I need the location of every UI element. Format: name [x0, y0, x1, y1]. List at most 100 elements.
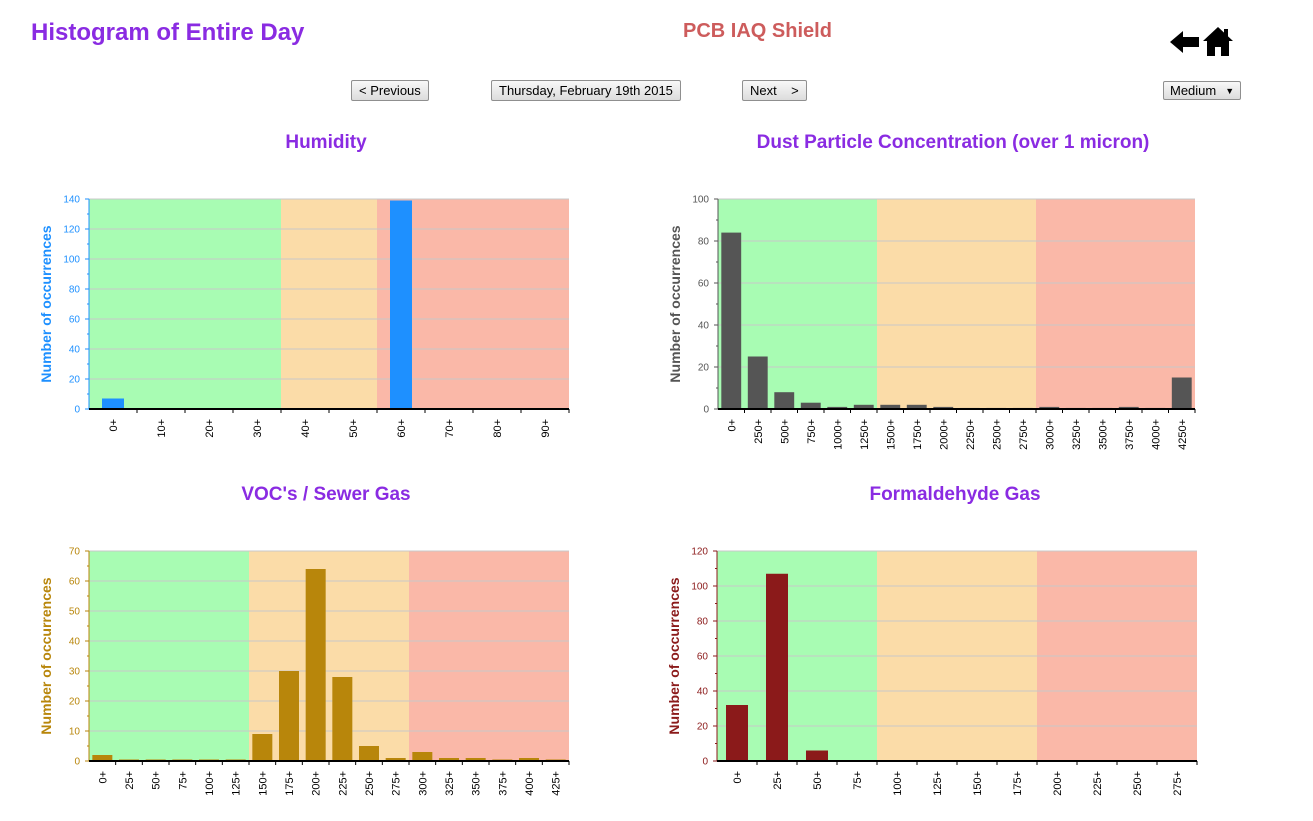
- x-tick-label: 90+: [540, 419, 552, 438]
- date-button[interactable]: Thursday, February 19th 2015: [491, 80, 681, 101]
- size-select[interactable]: Medium ▼: [1163, 81, 1242, 100]
- x-tick-label: 0+: [108, 419, 120, 432]
- y-tick-label: 20: [69, 697, 81, 708]
- site-title: PCB IAQ Shield: [683, 20, 832, 42]
- x-tick-label: 40+: [300, 419, 312, 438]
- x-tick-label: 0+: [726, 419, 738, 432]
- y-tick-label: 60: [698, 279, 710, 290]
- y-axis-label: Number of occurrences: [38, 225, 54, 382]
- y-tick-label: 100: [692, 195, 709, 206]
- bar-50+: [806, 750, 828, 761]
- bar-1500+: [880, 404, 901, 409]
- back-arrow-icon[interactable]: [1168, 26, 1200, 58]
- formaldehyde-chart: 0 20 40 60 80 100 120 0+ 25+ 50+ 75+ 100+ 125+ 150+ 17…: [666, 547, 1198, 796]
- x-tick-label: 4000+: [1150, 419, 1162, 450]
- y-tick-label: 20: [698, 363, 710, 374]
- zone-green: [89, 551, 249, 761]
- x-tick-label: 50+: [151, 771, 163, 790]
- bar-500+: [774, 392, 795, 409]
- y-tick-label: 60: [69, 315, 81, 326]
- bar-2000+: [933, 406, 954, 409]
- page-title: Histogram of Entire Day: [31, 19, 305, 46]
- x-tick-label: 150+: [257, 771, 269, 796]
- x-tick-label: 75+: [177, 771, 189, 790]
- voc-chart: 0 10 20 30 40 50 60 70 0+ 25+ 50+ 75+ 100+ 125+ 150+ 17…: [38, 547, 570, 796]
- x-tick-label: 350+: [471, 771, 483, 796]
- zone-orange: [249, 551, 409, 761]
- y-tick-label: 40: [697, 687, 709, 698]
- x-tick-label: 200+: [311, 771, 323, 796]
- y-tick-label: 0: [703, 405, 709, 416]
- x-tick-label: 2750+: [1018, 419, 1030, 450]
- x-tick-label: 50+: [348, 419, 360, 438]
- bar-0+: [721, 232, 742, 409]
- y-tick-label: 60: [69, 577, 81, 588]
- bar-350+: [465, 758, 486, 761]
- zone-green: [89, 199, 281, 409]
- y-tick-label: 120: [691, 547, 708, 558]
- y-tick-label: 80: [69, 285, 81, 296]
- chevron-down-icon: ▼: [1225, 85, 1235, 96]
- x-tick-label: 750+: [806, 419, 818, 444]
- bar-150+: [252, 734, 273, 761]
- x-tick-label: 1500+: [885, 419, 897, 450]
- x-tick-label: 400+: [524, 771, 536, 796]
- x-tick-label: 3750+: [1124, 419, 1136, 450]
- x-tick-label: 275+: [391, 771, 403, 796]
- y-tick-label: 30: [69, 667, 81, 678]
- zone-orange: [877, 199, 1036, 409]
- x-tick-label: 325+: [444, 771, 456, 796]
- bar-400+: [519, 758, 539, 761]
- y-tick-label: 20: [697, 722, 709, 733]
- zone-red: [1036, 199, 1195, 409]
- x-tick-label: 100+: [892, 771, 904, 796]
- x-tick-label: 30+: [252, 419, 264, 438]
- x-tick-label: 2250+: [965, 419, 977, 450]
- zone-green: [718, 199, 877, 409]
- x-tick-label: 425+: [551, 771, 563, 796]
- x-tick-label: 10+: [156, 419, 168, 438]
- x-tick-label: 100+: [204, 771, 216, 796]
- x-tick-label: 4250+: [1177, 419, 1189, 450]
- y-axis-label: Number of occurrences: [667, 225, 683, 382]
- bar-200+: [305, 569, 326, 761]
- previous-button[interactable]: < Previous: [351, 80, 429, 101]
- y-tick-label: 70: [69, 547, 81, 558]
- x-tick-label: 1750+: [912, 419, 924, 450]
- size-select-value: Medium: [1170, 83, 1217, 98]
- bar-225+: [332, 677, 353, 761]
- bar-175+: [279, 671, 299, 761]
- x-tick-label: 375+: [497, 771, 509, 796]
- x-tick-label: 60+: [396, 419, 408, 438]
- x-tick-label: 3250+: [1071, 419, 1083, 450]
- chart-title-dust: Dust Particle Concentration (over 1 micr…: [756, 132, 1150, 153]
- x-tick-label: 3500+: [1097, 419, 1109, 450]
- x-tick-label: 200+: [1052, 771, 1064, 796]
- bar-1250+: [853, 404, 874, 409]
- y-tick-label: 20: [69, 375, 81, 386]
- y-tick-label: 80: [697, 617, 709, 628]
- y-tick-label: 0: [74, 405, 80, 416]
- y-tick-label: 0: [74, 757, 80, 768]
- chart-title-formaldehyde: Formaldehyde Gas: [869, 484, 1041, 505]
- x-tick-label: 2000+: [938, 419, 950, 450]
- next-button[interactable]: Next >: [742, 80, 807, 101]
- x-tick-label: 250+: [1132, 771, 1144, 796]
- bar-3000+: [1039, 406, 1060, 409]
- humidity-chart: 0 20 40 60 80 100 120 140 0+ 10+ 20+ 30+ 40+ 50+ 60+ 70…: [38, 195, 570, 438]
- y-tick-label: 10: [69, 727, 81, 738]
- home-icon[interactable]: [1202, 26, 1234, 58]
- x-tick-label: 20+: [204, 419, 216, 438]
- y-tick-label: 60: [697, 652, 709, 663]
- x-tick-label: 125+: [932, 771, 944, 796]
- chart-title-voc: VOC's / Sewer Gas: [241, 484, 411, 505]
- x-tick-label: 225+: [1092, 771, 1104, 796]
- x-tick-label: 2500+: [991, 419, 1003, 450]
- y-tick-label: 100: [63, 255, 80, 266]
- bar-3750+: [1118, 406, 1139, 409]
- bar-0+: [102, 398, 124, 409]
- bar-325+: [439, 758, 459, 761]
- x-tick-label: 225+: [337, 771, 349, 796]
- bar-4250+: [1171, 377, 1192, 409]
